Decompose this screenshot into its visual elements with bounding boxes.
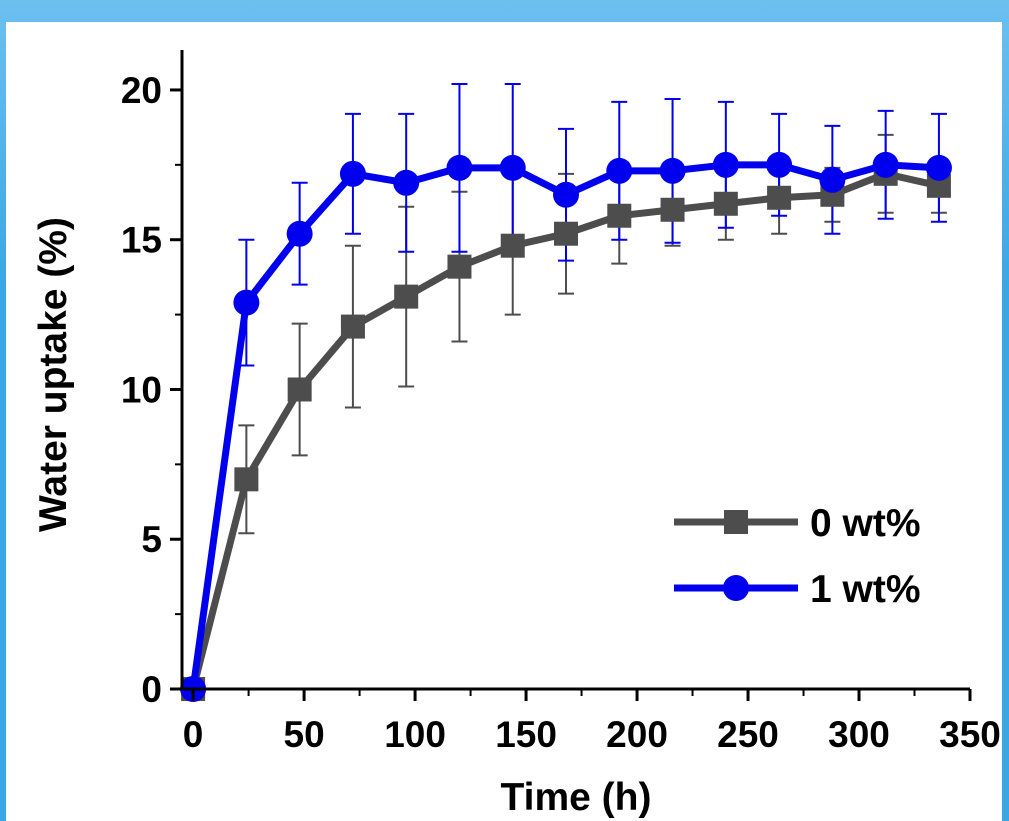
legend-entry: 0 wt% [674,502,921,545]
chart-panel: 0 50 100 150 200 250 300 350 0 5 10 15 20 Time (h) Wat… [6,22,1002,821]
x-tick-label: 50 [284,714,325,755]
legend-entry: 1 wt% [674,568,921,611]
data-point-circle [925,154,952,181]
data-point-square [554,221,579,246]
x-tick-label: 100 [384,714,446,755]
data-point-circle [872,151,899,178]
water-uptake-chart: 0 50 100 150 200 250 300 350 0 5 10 15 20 Time (h) Wat… [32,50,1001,819]
y-tick-label: 10 [121,369,162,410]
y-axis-title: Water uptake (%) [32,217,75,532]
data-point-square [234,467,259,492]
data-point-circle [659,157,686,184]
y-tick-label: 15 [121,220,162,261]
legend-marker-square [724,510,748,534]
data-point-square [713,191,738,216]
y-tick-label: 5 [141,519,162,560]
x-tick-label: 300 [828,714,890,755]
legend-label: 0 wt% [810,502,921,545]
axes: 0 50 100 150 200 250 300 350 0 5 10 15 20 Time (h) Wat… [32,50,1001,819]
data-point-circle [339,160,366,187]
data-markers [180,151,952,702]
error-bars [238,82,947,535]
legend: 0 wt% 1 wt% [674,502,921,611]
data-point-circle [393,169,420,196]
data-point-circle [766,151,793,178]
data-point-circle [606,157,633,184]
data-point-square [394,284,419,309]
legend-marker-circle [723,575,749,601]
data-point-square [767,185,792,210]
data-point-circle [712,151,739,178]
data-point-square [607,203,632,228]
data-point-circle [819,166,846,193]
x-tick-label: 0 [183,714,204,755]
x-tick-label: 250 [717,714,779,755]
data-point-square [660,197,685,222]
data-point-circle [233,289,260,316]
x-axis-title: Time (h) [501,776,652,819]
x-tick-label: 200 [606,714,668,755]
data-point-square [340,314,365,339]
data-point-square [447,254,472,279]
x-tick-label: 150 [495,714,557,755]
x-tick-label: 350 [939,714,1001,755]
data-point-circle [286,220,313,247]
data-point-square [500,233,525,258]
y-tick-label: 0 [141,669,162,710]
data-point-circle [499,154,526,181]
legend-label: 1 wt% [810,568,921,611]
y-tick-label: 20 [121,70,162,111]
data-point-circle [553,181,580,208]
data-point-circle [446,154,473,181]
data-point-square [287,377,312,402]
